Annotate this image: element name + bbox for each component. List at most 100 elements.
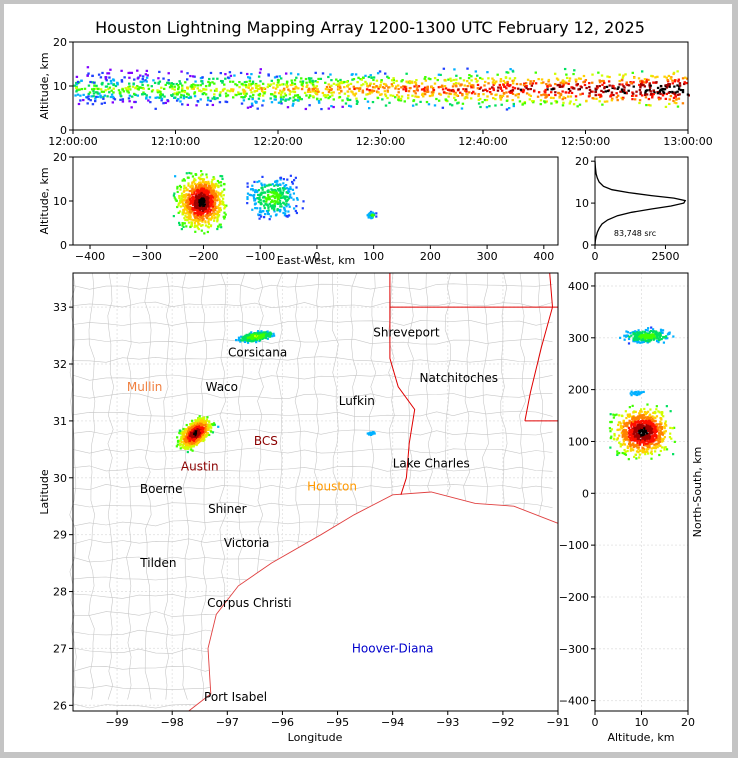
- north-south-point: [618, 428, 621, 431]
- altitude-time-point: [187, 96, 191, 99]
- altitude-time-point: [417, 95, 420, 99]
- altitude-time-point: [548, 83, 551, 86]
- east-west-point: [294, 176, 297, 179]
- plan-view-point: [252, 340, 255, 343]
- east-west-point: [216, 225, 220, 228]
- east-west-point: [187, 204, 190, 207]
- altitude-time-point: [600, 89, 603, 93]
- plan-view-point: [369, 432, 372, 435]
- north-south-point: [648, 413, 652, 416]
- altitude-time-xtick-label: 12:50:00: [561, 135, 610, 148]
- east-west-point: [263, 216, 266, 219]
- altitude-time-point: [119, 98, 122, 101]
- altitude-time-point: [121, 88, 124, 91]
- altitude-time-point: [630, 94, 634, 97]
- east-west-point: [279, 192, 282, 195]
- east-west-point: [193, 177, 196, 180]
- altitude-time-point: [157, 77, 160, 80]
- east-west-point: [189, 189, 193, 193]
- plan-view-point: [200, 420, 203, 423]
- east-west-point: [263, 204, 266, 207]
- altitude-time-point: [408, 80, 412, 83]
- altitude-time-point: [391, 94, 395, 97]
- east-west-xtick-label: 300: [477, 250, 498, 263]
- altitude-time-point: [273, 76, 277, 79]
- altitude-time-point: [356, 81, 359, 84]
- east-west-point: [186, 205, 189, 208]
- altitude-time-point: [668, 102, 671, 106]
- altitude-time-point: [625, 83, 628, 86]
- plan-view-point: [197, 438, 200, 441]
- east-west-point: [214, 193, 217, 196]
- altitude-time-point: [272, 93, 275, 96]
- altitude-time-point: [643, 85, 647, 88]
- altitude-time-point: [450, 79, 453, 82]
- altitude-time-point: [288, 89, 291, 93]
- plan-view-point: [178, 431, 181, 435]
- east-west-point: [193, 199, 196, 202]
- altitude-time-point: [246, 72, 249, 76]
- altitude-time-point: [437, 73, 441, 76]
- east-west-point: [204, 221, 207, 224]
- east-west-point: [190, 193, 193, 196]
- plan-view-point: [199, 437, 202, 440]
- east-west-point: [184, 212, 188, 215]
- east-west-point: [199, 183, 202, 186]
- altitude-time-point: [509, 68, 512, 71]
- altitude-time-point: [180, 89, 184, 92]
- east-west-point: [223, 215, 226, 219]
- altitude-time-point: [136, 85, 139, 88]
- east-west-point: [191, 195, 195, 198]
- east-west-point: [288, 205, 291, 208]
- altitude-time-point: [639, 86, 642, 89]
- east-west-point: [188, 196, 191, 199]
- east-west-point: [184, 201, 187, 204]
- east-west-point: [210, 192, 213, 195]
- altitude-time-point: [258, 84, 261, 87]
- east-west-point: [218, 210, 221, 214]
- altitude-time-point: [266, 85, 269, 89]
- east-west-point: [176, 205, 179, 209]
- altitude-time-point: [345, 80, 349, 84]
- altitude-time-point: [92, 89, 95, 93]
- altitude-time-point: [506, 95, 509, 98]
- altitude-time-point: [221, 88, 225, 91]
- plan-view-point: [246, 341, 250, 344]
- east-west-point: [222, 197, 225, 200]
- altitude-time-point: [291, 104, 295, 107]
- altitude-time-point: [639, 83, 643, 86]
- altitude-time-point: [427, 103, 431, 106]
- north-south-point: [620, 431, 623, 435]
- east-west-point: [285, 200, 288, 203]
- north-south-point: [652, 411, 655, 414]
- altitude-time-point: [93, 84, 96, 87]
- altitude-time-point: [200, 80, 203, 83]
- east-west-point: [253, 180, 256, 184]
- altitude-time-point: [455, 78, 458, 81]
- north-south-point: [637, 417, 640, 420]
- altitude-time-point: [441, 106, 445, 109]
- altitude-time-point: [94, 91, 98, 94]
- altitude-time-point: [444, 98, 447, 101]
- altitude-time-point: [368, 89, 371, 92]
- altitude-time-point: [601, 83, 604, 86]
- east-west-point: [184, 215, 187, 218]
- east-west-point: [216, 196, 220, 199]
- north-south-point: [616, 438, 619, 441]
- altitude-time-point: [659, 84, 663, 88]
- altitude-time-point: [257, 75, 261, 78]
- east-west-point: [204, 205, 207, 208]
- altitude-time-point: [238, 80, 241, 84]
- east-west-point: [202, 197, 206, 200]
- altitude-time-point: [517, 96, 520, 99]
- altitude-time-point: [415, 79, 418, 82]
- east-west-point: [222, 182, 226, 186]
- altitude-time-point: [483, 80, 487, 84]
- altitude-time-point: [343, 86, 346, 89]
- plan-view-point: [262, 334, 265, 337]
- altitude-time-point: [140, 81, 144, 84]
- altitude-time-point: [681, 91, 685, 94]
- east-west-point: [197, 221, 200, 224]
- east-west-point: [270, 195, 273, 198]
